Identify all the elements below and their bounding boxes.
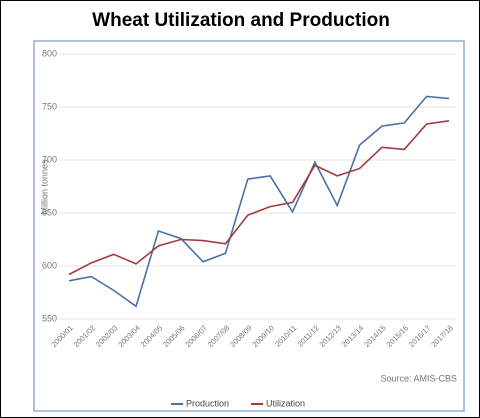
x-tick-label: 2017/18 [429,323,455,349]
x-tick-label: 2011/12 [296,323,321,348]
x-tick-label: 2006/07 [183,323,209,349]
x-tick-label: 2014/15 [362,323,388,349]
y-tick-label: 550 [42,313,57,323]
x-tick-label: 2007/08 [206,323,232,349]
line-series [68,95,450,308]
y-tick-label: 750 [42,101,57,111]
chart-title: Wheat Utilization and Production [92,10,390,31]
y-axis-label: Million tonnes [39,159,49,215]
x-tick-label: 2012/13 [318,323,344,349]
x-tick-label: 2010/11 [273,323,298,348]
legend-label: Production [186,398,229,408]
y-tick-label: 600 [42,260,57,270]
legend-label: Utilization [266,398,305,408]
y-tick-label: 650 [42,207,57,217]
x-tick-label: 2005/06 [161,323,187,349]
line-series [68,119,450,276]
x-tick-label: 2009/10 [250,323,276,349]
x-tick-label: 2004/05 [139,323,165,349]
x-tick-label: 2016/17 [407,323,433,349]
y-tick-label: 800 [42,48,57,58]
chart-box [33,40,465,412]
x-tick-label: 2013/14 [340,323,366,349]
x-tick-label: 2002/03 [94,323,120,349]
x-tick-label: 2015/16 [385,323,411,349]
x-tick-label: 2001/02 [72,323,98,349]
x-tick-label: 2003/04 [116,323,142,349]
x-tick-label: 2008/09 [228,323,254,349]
source: Source: AMIS-CBS [380,373,457,383]
y-tick-label: 700 [42,154,57,164]
x-tick-label: 2000/01 [49,323,75,349]
